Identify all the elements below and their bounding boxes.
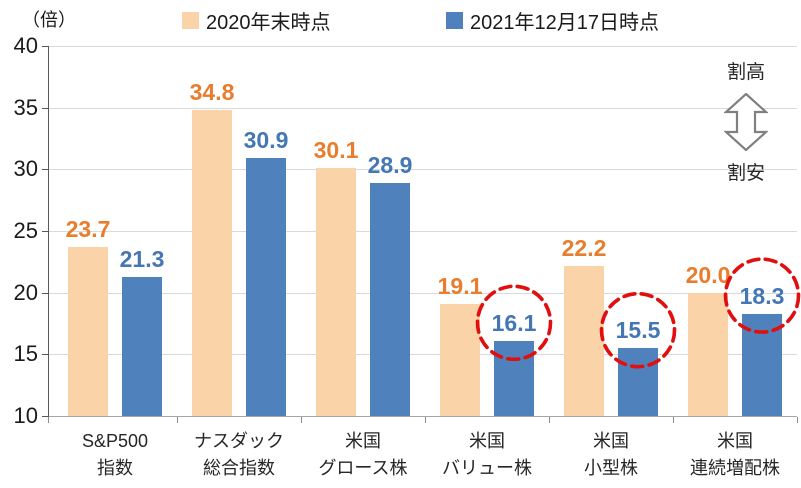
y-axis-tick [42, 231, 48, 232]
x-category-label-line2: 指数 [97, 458, 133, 478]
x-category-label: S&P500 指数 [25, 428, 205, 482]
bar-value-label: 18.3 [739, 283, 785, 309]
x-category-label-line2: 連続増配株 [690, 458, 780, 478]
bar-series0-cat5 [688, 293, 728, 416]
bar-series0-cat4 [564, 266, 604, 416]
y-tick-label: 10 [13, 403, 38, 428]
x-category-label-line1: 米国 [345, 431, 381, 451]
bar-series0-cat2 [316, 168, 356, 416]
y-tick-label: 15 [13, 341, 38, 366]
y-axis-tick [42, 293, 48, 294]
x-category-label-line1: 米国 [469, 431, 505, 451]
bar-series0-cat1 [192, 110, 232, 416]
bar-value-label: 34.8 [189, 79, 235, 105]
x-category-label: 米国 連続増配株 [645, 428, 801, 482]
x-category-label-line1: 米国 [717, 431, 753, 451]
bar-value-label: 30.9 [243, 127, 289, 153]
x-axis-tick [177, 417, 178, 423]
x-axis-tick [48, 417, 49, 423]
bar-value-label: 23.7 [65, 216, 111, 242]
legend-swatch-2020 [182, 12, 199, 29]
y-axis-unit-label: （倍） [22, 10, 76, 30]
y-tick-label: 20 [13, 280, 38, 305]
gridline [48, 169, 797, 170]
x-category-label-line2: バリュー株 [442, 458, 532, 478]
y-tick-label: 30 [13, 156, 38, 181]
gridline [48, 46, 797, 47]
gridline [48, 354, 797, 355]
bar-series0-cat0 [68, 247, 108, 416]
gridline [48, 108, 797, 109]
y-tick-label: 40 [13, 33, 38, 58]
bar-series0-cat3 [440, 304, 480, 416]
x-category-label: 米国 小型株 [521, 428, 701, 482]
y-tick-label: 35 [13, 95, 38, 120]
y-tick-label: 25 [13, 218, 38, 243]
y-axis-tick [42, 46, 48, 47]
bar-value-label: 28.9 [367, 152, 413, 178]
y-axis-tick [42, 169, 48, 170]
x-category-label: 米国 グロース株 [273, 428, 453, 482]
legend-label-2020: 2020年末時点 [206, 12, 331, 34]
gridline [48, 293, 797, 294]
up-down-arrow-icon [724, 93, 768, 151]
bar-series1-cat5 [742, 314, 782, 416]
legend-label-2021: 2021年12月17日時点 [470, 12, 659, 34]
bar-series1-cat1 [246, 158, 286, 416]
y-axis-line [48, 46, 49, 422]
x-axis-tick [673, 417, 674, 423]
bar-series1-cat4 [618, 348, 658, 416]
y-axis-tick [42, 354, 48, 355]
bar-value-label: 19.1 [437, 273, 483, 299]
x-axis-line [48, 416, 797, 417]
x-category-label-line2: 小型株 [584, 458, 638, 478]
bar-value-label: 16.1 [491, 310, 537, 336]
x-category-label-line1: ナスダック [194, 431, 284, 451]
x-category-label: 米国 バリュー株 [397, 428, 577, 482]
annotation-undervalued-label: 割安 [726, 163, 765, 184]
bar-series1-cat0 [122, 277, 162, 416]
legend-swatch-2021 [446, 12, 463, 29]
gridline [48, 231, 797, 232]
y-axis-tick [42, 416, 48, 417]
bar-value-label: 22.2 [561, 235, 607, 261]
bar-series1-cat3 [494, 341, 534, 416]
bar-series1-cat2 [370, 183, 410, 416]
y-axis-tick [42, 108, 48, 109]
x-category-label-line2: 総合指数 [203, 458, 275, 478]
x-category-label-line1: S&P500 [81, 431, 149, 451]
x-axis-tick [549, 417, 550, 423]
x-axis-tick [425, 417, 426, 423]
bar-value-label: 21.3 [119, 246, 165, 272]
bar-value-label: 30.1 [313, 137, 359, 163]
x-axis-tick [797, 417, 798, 423]
x-category-label-line1: 米国 [593, 431, 629, 451]
bar-value-label: 15.5 [615, 317, 661, 343]
x-axis-tick [301, 417, 302, 423]
legend-item-2021: 2021年12月17日時点 [446, 6, 659, 35]
annotation-overvalued-label: 割高 [726, 62, 765, 83]
bar-value-label: 20.0 [685, 262, 731, 288]
legend-item-2020: 2020年末時点 [182, 6, 331, 35]
x-category-label: ナスダック 総合指数 [149, 428, 329, 482]
x-category-label-line2: グロース株 [318, 458, 408, 478]
